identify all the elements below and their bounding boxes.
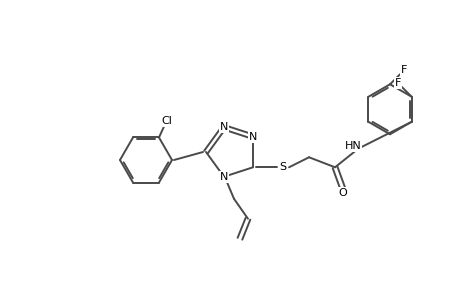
Text: S: S <box>279 162 286 172</box>
Text: N: N <box>219 172 228 182</box>
Text: Cl: Cl <box>161 116 172 127</box>
Text: N: N <box>248 132 257 142</box>
Text: HN: HN <box>344 141 361 151</box>
Text: O: O <box>338 188 347 198</box>
Text: F: F <box>400 65 406 75</box>
Text: N: N <box>219 122 228 132</box>
Text: F: F <box>394 78 400 88</box>
